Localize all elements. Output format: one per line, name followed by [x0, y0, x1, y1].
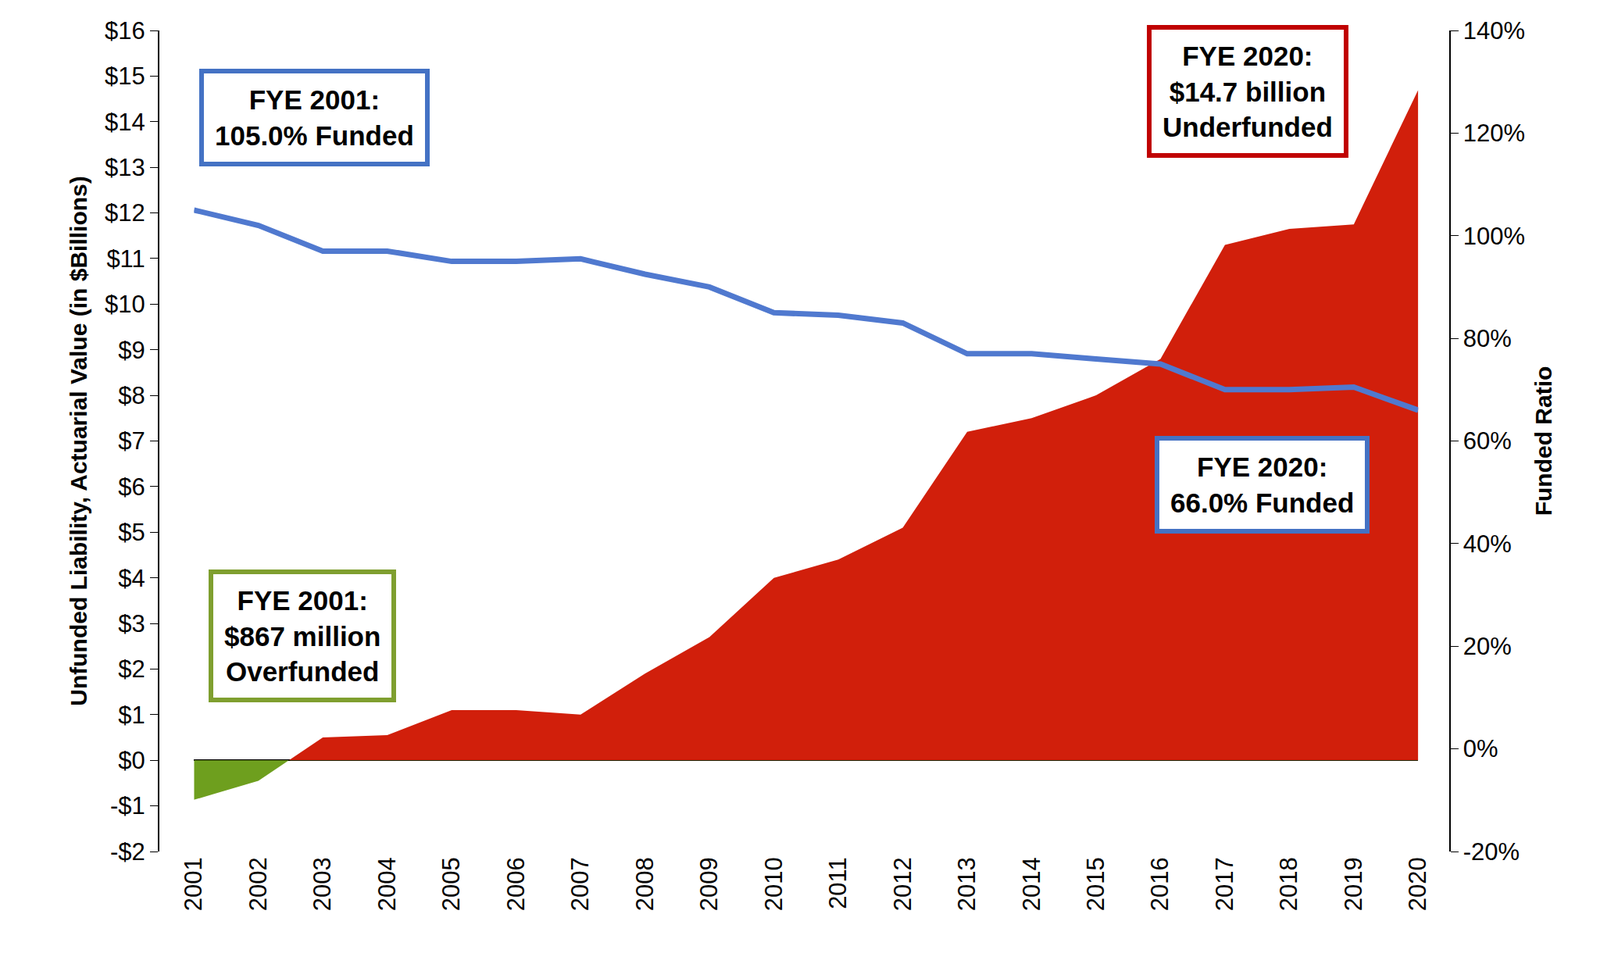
svg-text:0%: 0% — [1463, 735, 1499, 763]
svg-text:2019: 2019 — [1339, 857, 1368, 911]
svg-text:$4: $4 — [117, 564, 145, 593]
svg-text:2006: 2006 — [502, 857, 530, 911]
svg-text:120%: 120% — [1463, 119, 1525, 147]
svg-text:Unfunded Liability, Actuarial: Unfunded Liability, Actuarial Value (in … — [65, 175, 92, 706]
svg-text:2008: 2008 — [631, 857, 659, 911]
svg-text:$14: $14 — [104, 108, 146, 136]
svg-text:2014: 2014 — [1017, 857, 1046, 911]
svg-text:100%: 100% — [1463, 222, 1525, 250]
svg-text:2003: 2003 — [308, 857, 336, 911]
svg-text:$0: $0 — [117, 746, 145, 775]
svg-text:-$1: -$1 — [110, 792, 146, 820]
svg-text:2020: 2020 — [1403, 857, 1432, 911]
svg-text:$7: $7 — [117, 427, 145, 455]
svg-text:$11: $11 — [106, 245, 145, 273]
svg-text:2018: 2018 — [1275, 857, 1303, 911]
svg-text:2010: 2010 — [760, 857, 788, 911]
svg-text:FYE 2020:$14.7 billionUnderfun: FYE 2020:$14.7 billionUnderfunded — [1162, 40, 1333, 143]
svg-text:$3: $3 — [117, 610, 145, 638]
svg-text:2001: 2001 — [179, 857, 208, 911]
svg-text:$8: $8 — [117, 382, 145, 410]
svg-text:-20%: -20% — [1463, 838, 1520, 866]
svg-text:$12: $12 — [104, 199, 146, 227]
svg-text:$10: $10 — [104, 290, 146, 318]
svg-text:2011: 2011 — [824, 857, 852, 910]
svg-text:FYE 2001:105.0% Funded: FYE 2001:105.0% Funded — [214, 84, 415, 151]
svg-text:2002: 2002 — [244, 857, 272, 911]
svg-text:Funded Ratio: Funded Ratio — [1530, 366, 1557, 517]
svg-text:40%: 40% — [1463, 530, 1512, 558]
svg-text:80%: 80% — [1463, 325, 1512, 353]
svg-text:-$2: -$2 — [110, 838, 146, 866]
svg-text:140%: 140% — [1463, 17, 1525, 45]
svg-text:$6: $6 — [117, 473, 145, 501]
svg-text:2017: 2017 — [1210, 857, 1239, 911]
svg-text:2013: 2013 — [953, 857, 981, 911]
svg-text:2012: 2012 — [889, 857, 917, 911]
svg-text:$5: $5 — [117, 518, 145, 547]
svg-text:2015: 2015 — [1082, 857, 1110, 911]
svg-text:2009: 2009 — [695, 857, 723, 911]
svg-text:60%: 60% — [1463, 427, 1512, 455]
svg-text:FYE 2001:$867 millionOverfunde: FYE 2001:$867 millionOverfunded — [224, 585, 381, 687]
svg-text:$15: $15 — [104, 62, 146, 90]
svg-text:2007: 2007 — [566, 857, 594, 911]
svg-text:2004: 2004 — [373, 857, 401, 911]
svg-text:$2: $2 — [117, 655, 145, 683]
svg-text:$9: $9 — [117, 336, 145, 365]
svg-text:2005: 2005 — [437, 857, 465, 911]
svg-text:$16: $16 — [104, 17, 146, 45]
svg-text:FYE 2020:66.0% Funded: FYE 2020:66.0% Funded — [1170, 451, 1354, 518]
svg-text:20%: 20% — [1463, 632, 1512, 661]
svg-text:2016: 2016 — [1146, 857, 1174, 911]
svg-text:$1: $1 — [117, 701, 145, 729]
svg-text:$13: $13 — [104, 153, 146, 182]
